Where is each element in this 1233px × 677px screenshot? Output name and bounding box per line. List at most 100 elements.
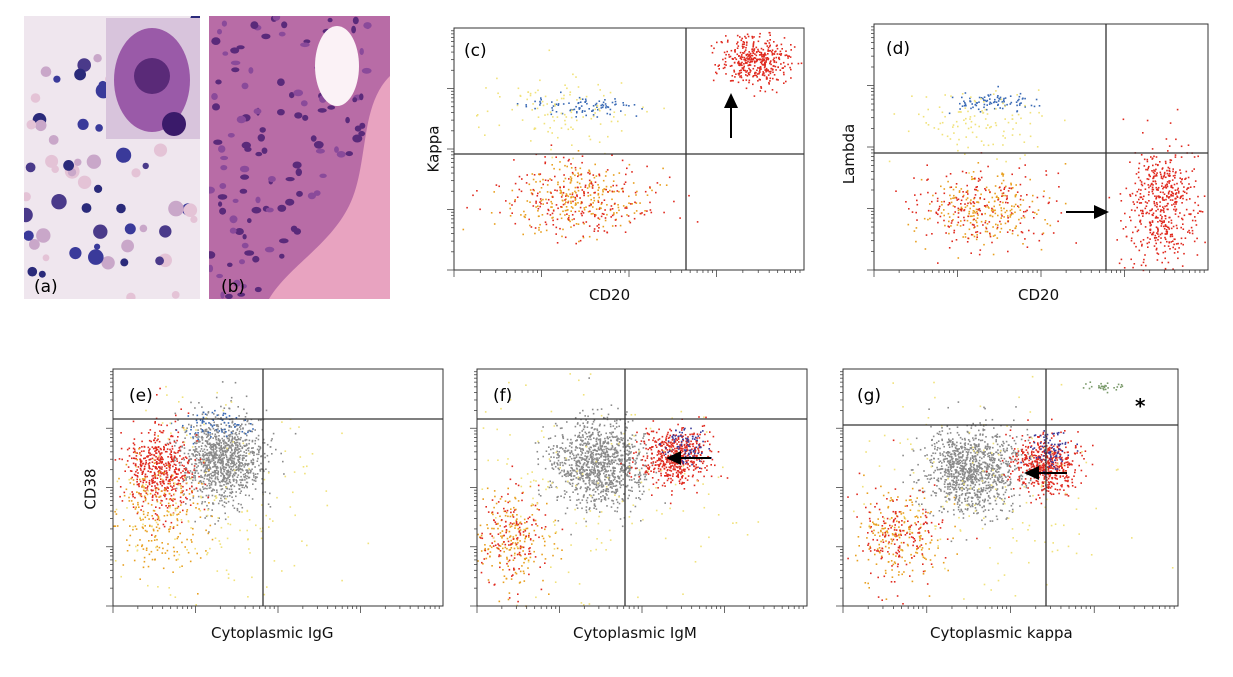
data-point [162,567,165,570]
data-point [148,482,151,484]
data-point [1122,118,1125,121]
data-point [617,206,620,209]
data-point [908,208,910,210]
data-point [174,488,176,490]
data-point [151,534,153,536]
data-point [591,185,594,188]
data-point [123,491,126,494]
data-point [1003,130,1005,133]
data-point [168,492,171,495]
data-point [201,421,204,423]
data-point [209,462,212,464]
data-point [154,493,156,496]
data-point [747,53,749,55]
data-point [790,77,792,79]
data-point [521,119,524,121]
data-point [210,424,212,426]
data-point [225,424,228,427]
data-point [167,480,170,482]
data-point [569,193,571,195]
data-point [168,528,170,531]
data-point [213,454,216,457]
data-point [188,459,190,462]
data-point [1179,172,1182,174]
data-point [254,429,256,431]
data-point [159,495,162,498]
data-point [1180,226,1182,229]
data-point [1172,246,1174,249]
data-point [943,214,945,217]
data-point [1002,201,1004,204]
data-point [251,430,253,433]
data-point [228,439,230,441]
data-point [232,462,234,464]
data-point [989,98,991,100]
data-point [175,559,178,561]
data-point [1029,135,1032,138]
data-point [572,200,574,203]
data-point [589,448,591,451]
data-point [1137,229,1140,231]
data-point [1181,182,1183,185]
data-point [603,94,605,97]
data-point [237,503,240,505]
data-point [959,102,961,105]
data-point [1161,177,1164,180]
data-point [516,196,519,198]
data-point [997,95,999,97]
data-point [1182,194,1184,197]
data-point [239,479,241,481]
data-point [227,577,230,579]
data-point [125,488,128,491]
data-point [218,450,221,452]
data-point [1024,104,1026,107]
data-point [606,213,608,216]
data-point [762,59,764,62]
data-point [552,452,555,454]
data-point [233,460,235,463]
data-point [143,487,146,490]
data-point [569,176,572,178]
data-point [1120,200,1123,202]
data-point [220,471,222,473]
data-point [206,436,208,439]
data-point [785,50,787,52]
data-point [1156,232,1158,234]
data-point [197,465,199,467]
data-point [587,195,590,197]
data-point [1009,103,1012,105]
data-point [1154,234,1157,237]
data-point [136,483,139,486]
data-point [159,466,161,468]
data-point [1010,212,1013,214]
data-point [192,476,195,479]
data-point [1003,188,1005,190]
data-point [913,230,916,232]
data-point [170,476,172,478]
data-point [221,450,224,452]
data-point [743,50,746,53]
data-point [1157,221,1159,223]
data-point [585,469,587,471]
data-point [134,508,137,510]
data-point [269,446,272,448]
data-point [760,53,763,55]
data-point [603,230,606,232]
data-point [273,560,276,562]
data-point [696,221,699,223]
data-point [535,200,537,203]
data-point [1152,233,1154,236]
data-point [1009,209,1012,212]
data-point [579,472,581,474]
data-point [595,175,598,177]
data-point [761,55,763,58]
data-point [1148,165,1150,168]
data-point [1146,236,1149,239]
data-point [952,213,955,216]
data-point [194,469,197,472]
data-point [638,490,641,492]
data-point [225,442,228,445]
data-point [620,188,623,190]
data-point [540,202,542,205]
data-point [962,224,965,226]
